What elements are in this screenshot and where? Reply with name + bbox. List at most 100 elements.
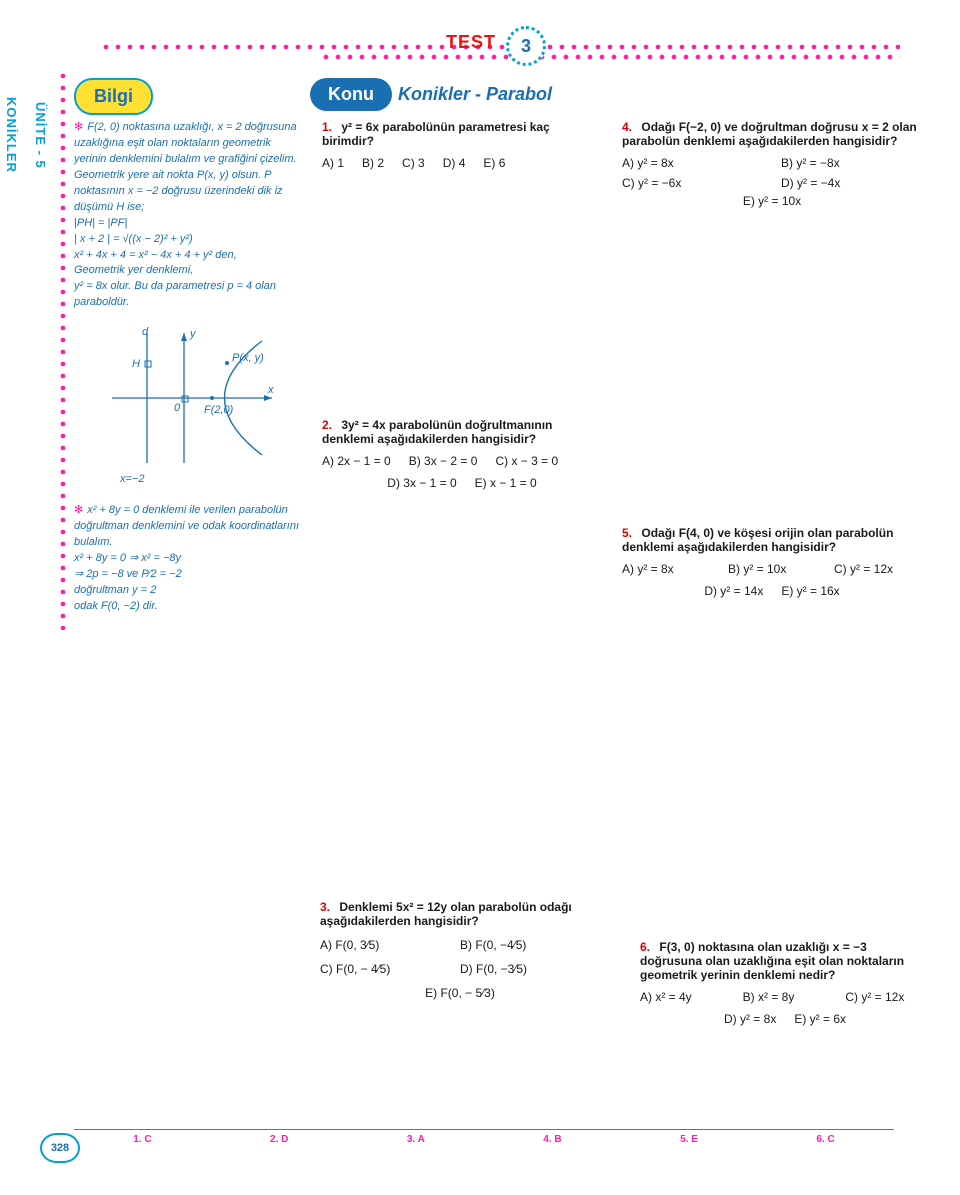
q1-c: C) 3 (402, 156, 425, 170)
answer-key: 1. C 2. D 3. A 4. B 5. E 6. C (74, 1129, 894, 1145)
q1-d: D) 4 (443, 156, 466, 170)
q6-text: F(3, 0) noktasına olan uzaklığı x = −3 d… (640, 940, 904, 982)
question-6: 6. F(3, 0) noktasına olan uzaklığı x = −… (640, 940, 930, 1054)
ans-3: 3. A (407, 1134, 425, 1145)
bilgi2-l2: ⇒ 2p = −8 ve P⁄2 = −2 (74, 567, 302, 583)
q5-a: A) y² = 8x (622, 562, 710, 576)
svg-text:P(x, y): P(x, y) (232, 352, 264, 364)
question-2: 2. 3y² = 4x parabolünün doğrultmanının d… (322, 418, 602, 490)
q6-c: C) y² = 12x (845, 990, 930, 1004)
q3-opts: A) F(0, 3⁄5) B) F(0, −4⁄5) C) F(0, − 4⁄5… (320, 938, 600, 1000)
header-bilgi: Bilgi (74, 78, 145, 115)
q5-b: B) y² = 10x (728, 562, 816, 576)
svg-text:0: 0 (174, 402, 181, 414)
ans-2: 2. D (270, 1134, 288, 1145)
q2-opts-de: D) 3x − 1 = 0 E) x − 1 = 0 (322, 476, 602, 490)
bilgi1-l6: y² = 8x olur. Bu da parametresi p = 4 ol… (74, 279, 302, 311)
page-number: 328 (40, 1133, 80, 1163)
q6-num: 6. (640, 940, 650, 954)
q5-num: 5. (622, 526, 632, 540)
ans-4: 4. B (543, 1134, 561, 1145)
q6-a: A) x² = 4y (640, 990, 725, 1004)
svg-text:x: x (267, 384, 274, 396)
test-label: TEST (446, 32, 496, 53)
svg-text:y: y (189, 328, 197, 340)
q1-opts: A) 1 B) 2 C) 3 D) 4 E) 6 (322, 156, 602, 170)
q4-d: D) y² = −4x (781, 176, 922, 190)
dots-top (100, 42, 900, 52)
q2-b: B) 3x − 2 = 0 (409, 454, 478, 468)
dots-left (58, 70, 68, 630)
right-column: 4. Odağı F(−2, 0) ve doğrultman doğrusu … (622, 120, 922, 626)
q2-a: A) 2x − 1 = 0 (322, 454, 391, 468)
q6-opts-de: D) y² = 8x E) y² = 6x (640, 1012, 930, 1026)
bilgi2-l1: x² + 8y = 0 ⇒ x² = −8y (74, 551, 302, 567)
x-eq-label: x=−2 (120, 473, 302, 485)
bilgi1-l4: x² + 4x + 4 = x² − 4x + 4 + y² den, (74, 248, 302, 264)
bilgi-column: F(2, 0) noktasına uzaklığı, x = 2 doğrus… (74, 120, 302, 626)
q6-e: E) y² = 6x (794, 1012, 846, 1026)
q3-c: C) F(0, − 4⁄5) (320, 962, 460, 976)
q3-d: D) F(0, −3⁄5) (460, 962, 600, 976)
q2-c: C) x − 3 = 0 (495, 454, 558, 468)
q1-a: A) 1 (322, 156, 344, 170)
ans-1: 1. C (133, 1134, 151, 1145)
q1-e: E) 6 (483, 156, 505, 170)
q2-opts: A) 2x − 1 = 0 B) 3x − 2 = 0 C) x − 3 = 0 (322, 454, 602, 468)
bilgi1-l1: Geometrik yere ait nokta P(x, y) olsun. … (74, 168, 302, 216)
q4-text: Odağı F(−2, 0) ve doğrultman doğrusu x =… (622, 120, 917, 148)
question-3: 3. Denklemi 5x² = 12y olan parabolün oda… (320, 900, 600, 1028)
q5-opts: A) y² = 8x B) y² = 10x C) y² = 12x (622, 562, 922, 576)
svg-text:d: d (142, 326, 149, 338)
q5-d: D) y² = 14x (704, 584, 763, 598)
middle-column: 1. y² = 6x parabolünün parametresi kaç b… (322, 120, 602, 626)
q2-e: E) x − 1 = 0 (475, 476, 537, 490)
q5-c: C) y² = 12x (834, 562, 922, 576)
q3-b: B) F(0, −4⁄5) (460, 938, 600, 952)
q6-opts-abc: A) x² = 4y B) x² = 8y C) y² = 12x (640, 990, 930, 1004)
q3-num: 3. (320, 900, 330, 914)
q5-text: Odağı F(4, 0) ve köşesi orijin olan para… (622, 526, 893, 554)
q4-b: B) y² = −8x (781, 156, 922, 170)
bilgi-text-1: F(2, 0) noktasına uzaklığı, x = 2 doğrus… (74, 120, 302, 311)
parabola-diagram: d y x H P(x, y) 0 F(2,0) x=−2 (92, 323, 302, 485)
q4-opts: A) y² = 8x B) y² = −8x C) y² = −6x D) y²… (622, 156, 922, 190)
q2-num: 2. (322, 418, 332, 432)
bilgi-text-2: x² + 8y = 0 denklemi ile verilen parabol… (74, 503, 302, 615)
q1-b: B) 2 (362, 156, 384, 170)
q4-c: C) y² = −6x (622, 176, 763, 190)
ans-5: 5. E (680, 1134, 698, 1145)
q3-e: E) F(0, − 5⁄3) (320, 986, 600, 1000)
sidebar: ÜNİTE - 5 KONİKLER (26, 30, 48, 240)
ans-6: 6. C (816, 1134, 834, 1145)
q1-num: 1. (322, 120, 332, 134)
q4-a: A) y² = 8x (622, 156, 763, 170)
bilgi-pill: Bilgi (74, 78, 153, 115)
bilgi1-l3: | x + 2 | = √((x − 2)² + y²) (74, 232, 302, 248)
question-1: 1. y² = 6x parabolünün parametresi kaç b… (322, 120, 602, 170)
bilgi2-l0: x² + 8y = 0 denklemi ile verilen parabol… (74, 504, 299, 548)
q6-d: D) y² = 8x (724, 1012, 776, 1026)
svg-text:F(2,0): F(2,0) (204, 404, 234, 416)
unit-label: ÜNİTE - 5 (33, 102, 48, 169)
test-number: 3 (506, 26, 546, 66)
q6-b: B) x² = 8y (743, 990, 828, 1004)
bilgi1-l0: F(2, 0) noktasına uzaklığı, x = 2 doğrus… (74, 121, 297, 165)
question-4: 4. Odağı F(−2, 0) ve doğrultman doğrusu … (622, 120, 922, 208)
q3-text: Denklemi 5x² = 12y olan parabolün odağı … (320, 900, 572, 928)
konu-label: Konikler - Parabol (398, 84, 552, 105)
bilgi1-l2: |PH| = |PF| (74, 216, 302, 232)
svg-text:H: H (132, 358, 140, 370)
dots-top2 (320, 52, 900, 62)
konu-pill: Konu (310, 78, 392, 111)
q5-e: E) y² = 16x (781, 584, 839, 598)
question-5: 5. Odağı F(4, 0) ve köşesi orijin olan p… (622, 526, 922, 598)
q4-num: 4. (622, 120, 632, 134)
header-konu: Konu Konikler - Parabol (310, 78, 552, 111)
q5-opts-de: D) y² = 14x E) y² = 16x (622, 584, 922, 598)
q2-text: 3y² = 4x parabolünün doğrultmanının denk… (322, 418, 552, 446)
q2-d: D) 3x − 1 = 0 (387, 476, 456, 490)
bilgi2-l4: odak F(0, −2) dir. (74, 599, 302, 615)
q1-text: y² = 6x parabolünün parametresi kaç biri… (322, 120, 550, 148)
section-label: KONİKLER (4, 97, 19, 173)
